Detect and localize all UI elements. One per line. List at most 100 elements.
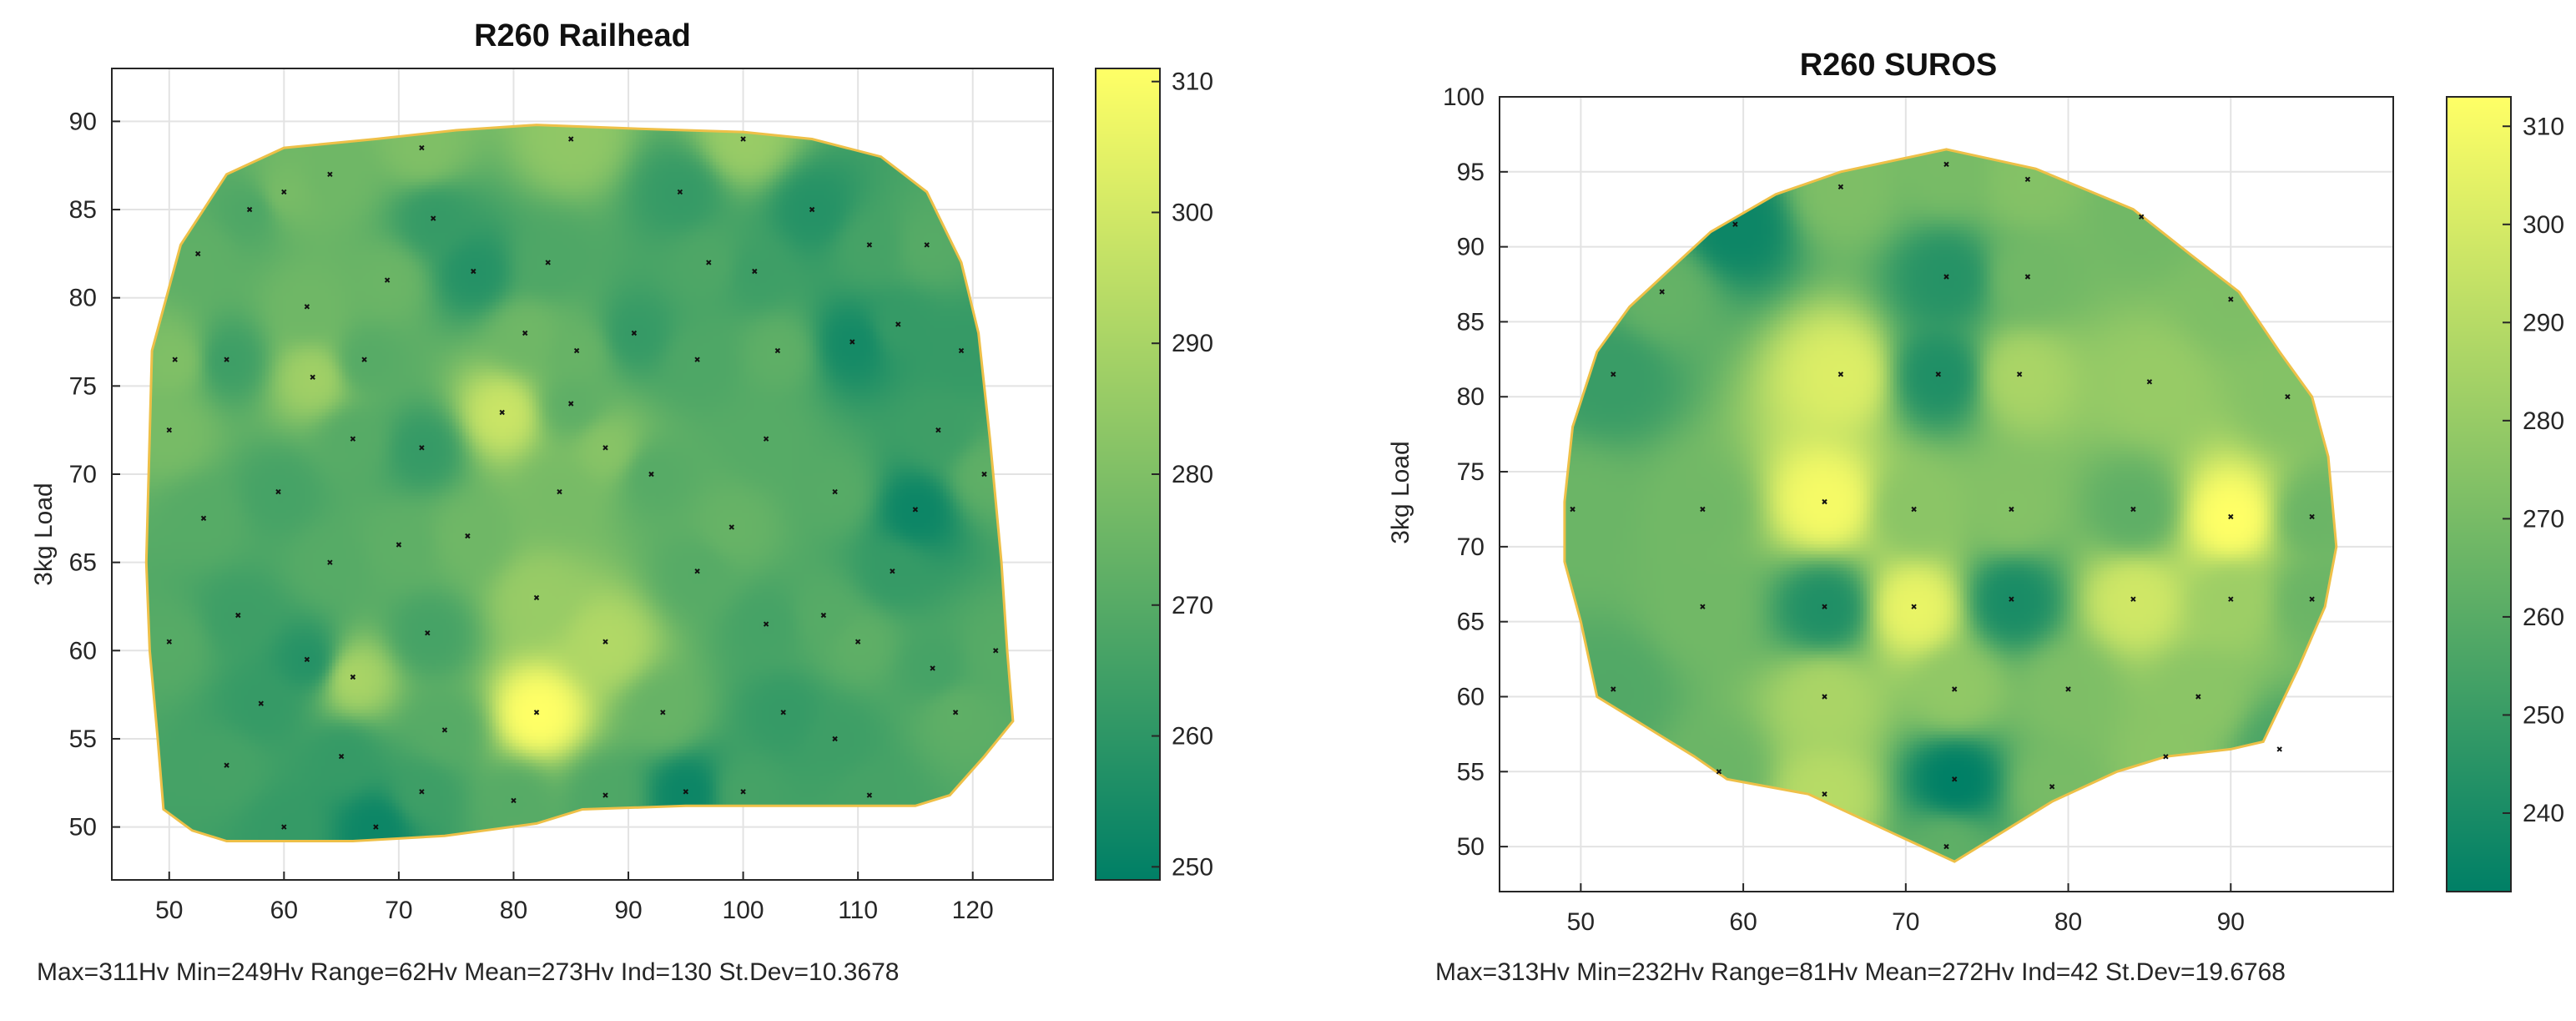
measurement-point — [648, 471, 654, 478]
measurement-point — [396, 542, 402, 548]
measurement-point — [740, 789, 746, 795]
measurement-point — [2130, 506, 2136, 513]
x-tick-label: 50 — [155, 897, 183, 924]
measurement-point — [573, 347, 580, 354]
measurement-point — [1837, 372, 1844, 377]
x-tick-label: 80 — [2054, 908, 2082, 936]
measurement-point — [602, 445, 608, 451]
measurement-point — [2009, 596, 2014, 602]
measurement-point — [2016, 372, 2023, 377]
measurement-point — [327, 171, 333, 178]
measurement-point — [849, 339, 855, 345]
measurement-point — [471, 268, 476, 275]
measurement-point — [763, 621, 769, 627]
x-tick-label: 90 — [2217, 908, 2245, 936]
heatmap-surface — [112, 68, 1053, 880]
measurement-point — [1911, 604, 1917, 609]
colorbar-ticks: 240 250 260 270 280 290 300 310 — [2503, 113, 2564, 827]
chart-suros: R260 SUROS 50 60 70 80 90 50 55 60 65 70 75 80 85 90… — [1387, 48, 2564, 986]
measurement-point — [373, 824, 379, 830]
measurement-point — [1837, 184, 1844, 190]
x-tick-label: 50 — [1567, 908, 1595, 936]
measurement-point — [281, 824, 287, 830]
measurement-point — [1822, 694, 1827, 700]
measurement-point — [930, 665, 935, 671]
measurement-point — [683, 789, 689, 795]
measurement-point — [2228, 596, 2234, 602]
measurement-point — [557, 488, 562, 495]
y-tick-label: 70 — [1457, 533, 1485, 561]
measurement-point — [172, 356, 178, 362]
y-tick-label: 65 — [69, 549, 97, 577]
measurement-point — [499, 409, 505, 416]
measurement-point — [310, 374, 315, 381]
measurement-point — [1659, 289, 1665, 295]
measurement-point — [912, 507, 919, 513]
measurement-point — [2309, 596, 2315, 602]
x-axis-ticks: 50 60 70 80 90 — [1567, 883, 2245, 936]
measurement-point — [430, 215, 436, 221]
measurement-point — [2228, 296, 2234, 302]
measurement-point — [224, 356, 229, 362]
measurement-point — [866, 242, 873, 248]
measurement-point — [304, 304, 310, 310]
measurement-point — [350, 436, 356, 442]
measurement-point — [763, 436, 769, 442]
colorbar-frame — [2446, 96, 2512, 892]
measurement-point — [1943, 161, 1949, 168]
measurement-point — [924, 242, 930, 248]
y-tick-label: 70 — [69, 461, 97, 488]
measurement-point — [419, 144, 425, 151]
measurement-point — [511, 797, 517, 804]
y-tick-label: 80 — [69, 285, 97, 312]
y-tick-label: 85 — [69, 196, 97, 224]
measurement-point — [235, 612, 241, 619]
measurement-point — [224, 762, 229, 768]
measurement-point — [820, 612, 827, 619]
measurement-point — [2228, 513, 2234, 520]
measurement-point — [465, 533, 471, 539]
colorbar-tick-label: 250 — [1172, 853, 1213, 881]
y-tick-label: 75 — [69, 372, 97, 400]
measurement-point — [2130, 596, 2136, 602]
measurement-point — [952, 710, 959, 715]
measurement-point — [992, 648, 999, 654]
measurement-point — [1700, 506, 1706, 513]
x-tick-label: 80 — [500, 897, 527, 924]
x-axis-ticks: 50 60 70 80 90 100 110 120 — [155, 872, 994, 924]
measurement-point — [602, 792, 608, 798]
colorbar-ticks: 250 260 270 280 290 300 310 — [1152, 68, 1213, 881]
measurement-point — [774, 347, 781, 354]
y-tick-label: 55 — [69, 725, 97, 753]
measurement-point — [981, 471, 987, 478]
y-tick-label: 95 — [1457, 159, 1485, 186]
y-tick-label: 60 — [1457, 683, 1485, 710]
measurement-point — [419, 789, 425, 795]
x-tick-label: 120 — [952, 897, 994, 924]
measurement-point — [866, 792, 873, 798]
colorbar-tick-label: 270 — [1172, 592, 1213, 619]
colorbar-tick-label: 250 — [2523, 701, 2564, 729]
measurement-point — [1951, 776, 1958, 782]
colorbar-tick-label: 240 — [2523, 800, 2564, 827]
measurement-point — [384, 277, 391, 283]
colorbar-tick-label: 280 — [2523, 407, 2564, 435]
measurement-point — [2276, 746, 2282, 752]
measurement-point — [809, 206, 815, 213]
measurement-point — [522, 330, 528, 336]
y-tick-label: 90 — [69, 108, 97, 135]
measurement-point — [327, 559, 333, 565]
measurement-point — [1611, 372, 1616, 377]
measurement-point — [1700, 604, 1706, 609]
chart-title: R260 Railhead — [474, 18, 691, 53]
measurement-points — [166, 136, 999, 830]
measurement-point — [1943, 843, 1949, 850]
plot-frame — [1499, 96, 2394, 892]
measurement-point — [1570, 506, 1575, 513]
measurement-point — [740, 136, 746, 142]
y-tick-label: 100 — [1443, 83, 1485, 111]
measurement-point — [890, 568, 895, 574]
colorbar-tick-label: 280 — [1172, 461, 1213, 488]
boundary-outline — [144, 124, 1015, 842]
